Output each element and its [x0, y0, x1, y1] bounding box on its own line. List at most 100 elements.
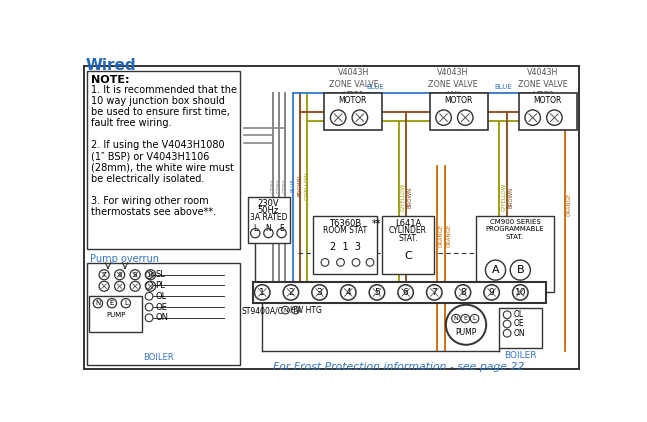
Text: A: A: [492, 265, 499, 275]
Text: 6: 6: [402, 288, 408, 297]
Bar: [430, 93, 488, 130]
Text: ORANGE: ORANGE: [567, 193, 572, 216]
Text: PUMP: PUMP: [455, 328, 477, 337]
Text: SL: SL: [155, 270, 165, 279]
Text: BROWN: BROWN: [298, 175, 303, 196]
Text: N: N: [95, 300, 100, 306]
Text: V4043H
ZONE VALVE
HTG1: V4043H ZONE VALVE HTG1: [329, 68, 378, 100]
Text: MOTOR: MOTOR: [533, 96, 562, 105]
Text: E: E: [110, 300, 114, 306]
Text: 7: 7: [432, 288, 437, 297]
Text: OE: OE: [155, 303, 167, 311]
Text: N: N: [283, 308, 288, 313]
Text: (1″ BSP) or V4043H1106: (1″ BSP) or V4043H1106: [91, 151, 210, 162]
Text: OL: OL: [155, 292, 166, 301]
Text: GREY: GREY: [277, 178, 282, 193]
Text: 2: 2: [288, 288, 294, 297]
Text: 4: 4: [345, 288, 351, 297]
Text: ST9400A/C: ST9400A/C: [241, 306, 283, 315]
Text: 8: 8: [460, 288, 466, 297]
Text: CM900 SERIES: CM900 SERIES: [490, 219, 540, 225]
Text: OE: OE: [513, 319, 524, 328]
Text: Wired: Wired: [85, 58, 136, 73]
Text: 8: 8: [117, 272, 122, 278]
Text: BOILER: BOILER: [143, 353, 173, 362]
Text: PROGRAMMABLE: PROGRAMMABLE: [485, 226, 544, 232]
Bar: [519, 93, 577, 130]
Text: MOTOR: MOTOR: [339, 96, 367, 105]
Text: BLUE: BLUE: [291, 179, 296, 192]
Text: Pump overrun: Pump overrun: [90, 254, 159, 264]
Text: L: L: [473, 316, 476, 321]
Text: V4043H
ZONE VALVE
HW: V4043H ZONE VALVE HW: [428, 68, 477, 100]
Text: S: S: [294, 308, 298, 313]
Text: L: L: [124, 300, 127, 306]
Text: N: N: [454, 316, 458, 321]
Text: 3A RATED: 3A RATED: [250, 213, 287, 222]
Text: For Frost Protection information - see page 22: For Frost Protection information - see p…: [273, 362, 524, 373]
Text: ON: ON: [155, 313, 168, 322]
Text: 3. For wiring other room: 3. For wiring other room: [91, 196, 208, 206]
Text: 2  1  3: 2 1 3: [330, 242, 360, 252]
Text: C: C: [404, 251, 411, 261]
Text: OL: OL: [513, 310, 523, 319]
Text: BLUE: BLUE: [366, 84, 384, 90]
Text: 10: 10: [514, 288, 526, 297]
Text: L641A: L641A: [395, 219, 421, 227]
Bar: [324, 93, 382, 130]
Text: T6360B: T6360B: [329, 219, 361, 227]
Bar: [476, 216, 554, 292]
Text: G/YELLOW: G/YELLOW: [305, 171, 310, 200]
Text: MOTOR: MOTOR: [444, 96, 472, 105]
Text: GREY: GREY: [283, 178, 288, 193]
Text: 9: 9: [488, 288, 494, 297]
Text: (28mm), the white wire must: (28mm), the white wire must: [91, 162, 234, 173]
Text: fault free wiring.: fault free wiring.: [91, 118, 171, 128]
Bar: [87, 263, 240, 365]
Bar: [87, 70, 240, 249]
Text: BLUE: BLUE: [494, 84, 512, 90]
Text: G/YELLOW: G/YELLOW: [400, 183, 405, 211]
Text: PL: PL: [155, 281, 165, 290]
Text: 3: 3: [316, 288, 322, 297]
Bar: [248, 197, 290, 243]
Text: BROWN: BROWN: [509, 187, 514, 208]
Text: 50Hz: 50Hz: [258, 206, 279, 215]
Text: E: E: [280, 224, 284, 233]
Text: L: L: [253, 224, 258, 233]
Text: be used to ensure first time,: be used to ensure first time,: [91, 107, 230, 117]
Text: 5: 5: [374, 288, 380, 297]
Text: ON: ON: [513, 329, 525, 338]
Text: 9: 9: [133, 272, 137, 278]
Text: GREY: GREY: [270, 178, 276, 193]
Text: HW HTG: HW HTG: [290, 306, 322, 315]
Text: E: E: [463, 316, 467, 321]
Text: 10: 10: [146, 272, 155, 278]
Text: BROWN: BROWN: [408, 187, 413, 208]
Text: STAT.: STAT.: [506, 234, 524, 240]
Text: 2. If using the V4043H1080: 2. If using the V4043H1080: [91, 141, 225, 150]
Text: 10 way junction box should: 10 way junction box should: [91, 96, 225, 106]
Text: N: N: [265, 224, 271, 233]
Text: CYLINDER: CYLINDER: [389, 226, 427, 235]
Bar: [499, 308, 542, 348]
Bar: [313, 216, 377, 274]
Text: G/YELLOW: G/YELLOW: [501, 183, 506, 211]
Text: ORANGE: ORANGE: [439, 224, 444, 247]
Text: 230V: 230V: [258, 199, 280, 208]
Text: 1: 1: [259, 288, 265, 297]
Text: B: B: [516, 265, 524, 275]
Text: be electrically isolated.: be electrically isolated.: [91, 174, 204, 184]
Text: NOTE:: NOTE:: [91, 75, 129, 84]
Text: V4043H
ZONE VALVE
HTG2: V4043H ZONE VALVE HTG2: [518, 68, 567, 100]
Text: **: **: [372, 219, 382, 228]
Text: 7: 7: [102, 272, 106, 278]
Text: STAT.: STAT.: [398, 234, 418, 243]
Text: ROOM STAT: ROOM STAT: [323, 226, 367, 235]
Bar: [89, 295, 142, 333]
Text: 1. It is recommended that the: 1. It is recommended that the: [91, 84, 237, 95]
Text: ORANGE: ORANGE: [446, 224, 452, 247]
Bar: [382, 216, 434, 274]
Text: BOILER: BOILER: [504, 351, 536, 360]
Text: PUMP: PUMP: [106, 312, 126, 319]
